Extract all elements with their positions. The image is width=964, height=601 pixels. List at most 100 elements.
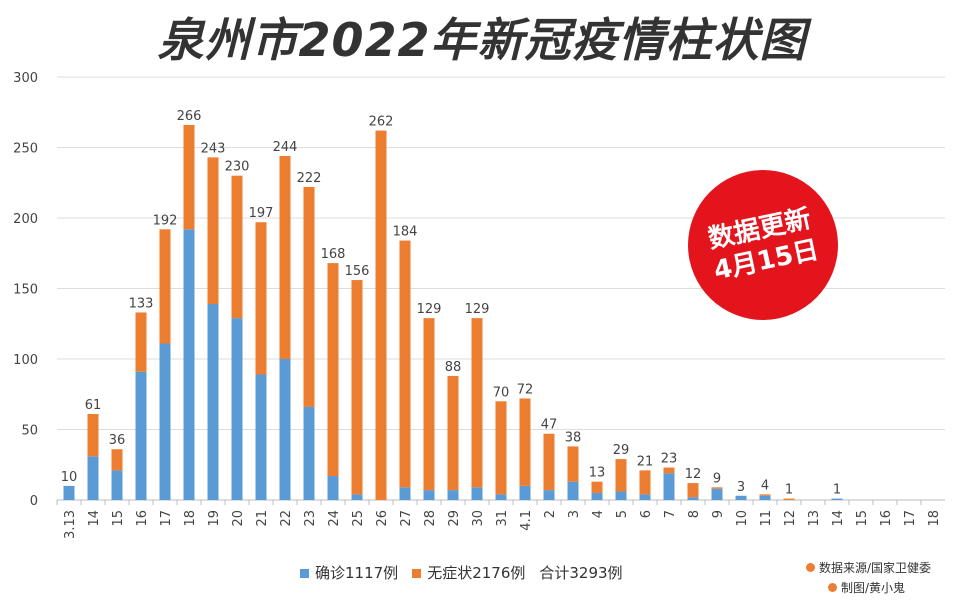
- x-tick-label: 26: [375, 510, 390, 527]
- bar-segment: [183, 229, 195, 500]
- bar-segment: [87, 413, 99, 457]
- credit-source: 数据来源/国家卫健委: [806, 558, 931, 578]
- y-tick-label: 200: [13, 212, 38, 227]
- data-label: 23: [661, 452, 678, 467]
- data-label: 36: [109, 433, 126, 448]
- x-tick-label: 14: [87, 510, 102, 527]
- x-tick-label: 24: [327, 510, 342, 527]
- bar-segment: [735, 495, 747, 500]
- bar-segment: [639, 470, 651, 495]
- bar-segment: [135, 371, 147, 500]
- legend-swatch: [412, 569, 422, 578]
- data-label: 262: [369, 115, 394, 130]
- data-label: 21: [637, 454, 654, 469]
- bar-segment: [639, 494, 651, 500]
- legend: 确诊1117例 无症状2176例 合计3293例: [300, 562, 623, 583]
- legend-item-asymptomatic: 无症状2176例: [412, 562, 525, 583]
- bar-segment: [303, 186, 315, 407]
- y-tick-label: 100: [13, 353, 38, 368]
- y-tick-label: 0: [30, 494, 38, 509]
- data-label: 13: [589, 466, 606, 481]
- x-tick-label: 23: [303, 510, 318, 527]
- bar-segment: [399, 487, 411, 500]
- x-tick-label: 8: [687, 510, 702, 518]
- x-tick-label: 15: [855, 510, 870, 527]
- x-tick-label: 22: [279, 510, 294, 527]
- x-tick-label: 20: [231, 510, 246, 527]
- legend-swatch: [300, 569, 309, 578]
- legend-label: 无症状2176例: [427, 564, 526, 582]
- data-label: 244: [273, 140, 298, 155]
- x-tick-label: 30: [471, 510, 486, 527]
- bar-segment: [111, 449, 123, 471]
- bar-segment: [183, 124, 195, 230]
- data-label: 10: [61, 470, 78, 485]
- bar-segment: [255, 374, 267, 500]
- data-label: 38: [565, 430, 582, 445]
- legend-label: 确诊1117例: [315, 564, 399, 582]
- bar-segment: [111, 470, 123, 500]
- credit-text: 数据来源/国家卫健委: [819, 561, 932, 575]
- dot-icon: [828, 583, 837, 592]
- x-tick-label: 3: [567, 510, 582, 518]
- data-label: 222: [297, 171, 322, 186]
- bar-segment: [207, 157, 219, 305]
- bar-segment: [447, 375, 459, 491]
- bar-segment: [567, 481, 579, 500]
- bar-segment: [615, 459, 627, 492]
- bar-segment: [519, 398, 531, 486]
- credit-author: 制图/黄小鬼: [806, 578, 931, 598]
- data-label: 72: [517, 382, 534, 397]
- bar-segment: [423, 490, 435, 500]
- bar-segment: [543, 490, 555, 500]
- bar-segment: [159, 229, 171, 344]
- x-tick-label: 18: [927, 510, 942, 527]
- bar-segment: [615, 491, 627, 500]
- bar-segment: [327, 476, 339, 500]
- bar-segment: [591, 481, 603, 493]
- data-label: 184: [393, 225, 418, 240]
- bar-segment: [495, 494, 507, 500]
- credits: 数据来源/国家卫健委 制图/黄小鬼: [806, 558, 931, 598]
- data-label: 70: [493, 385, 510, 400]
- x-tick-label: 16: [879, 510, 894, 527]
- x-tick-label: 2: [543, 510, 558, 518]
- bar-segment: [543, 433, 555, 491]
- bar-segment: [351, 494, 363, 500]
- bar-segment: [759, 495, 771, 500]
- bar-segment: [279, 155, 291, 359]
- bar-segment: [231, 318, 243, 500]
- data-label: 1: [785, 483, 793, 498]
- x-tick-label: 7: [663, 510, 678, 518]
- data-label: 29: [613, 443, 630, 458]
- bar-segment: [159, 343, 171, 500]
- bar-segment: [711, 487, 723, 489]
- bar-segment: [423, 318, 435, 491]
- x-tick-label: 5: [615, 510, 630, 518]
- bar-segment: [327, 263, 339, 477]
- legend-total: 合计3293例: [539, 564, 623, 582]
- data-label: 156: [345, 264, 370, 279]
- data-label: 1: [833, 483, 841, 498]
- bar-segment: [711, 488, 723, 500]
- x-tick-label: 13: [807, 510, 822, 527]
- x-tick-label: 17: [903, 510, 918, 527]
- data-label: 197: [249, 206, 274, 221]
- y-tick-label: 150: [13, 283, 38, 298]
- bar-segment: [687, 497, 699, 500]
- bar-segment: [63, 485, 75, 500]
- x-tick-label: 16: [135, 510, 150, 527]
- data-label: 168: [321, 247, 346, 262]
- legend-item-confirmed: 确诊1117例: [300, 562, 398, 583]
- data-label: 129: [465, 302, 490, 317]
- x-tick-label: 28: [423, 510, 438, 527]
- x-tick-label: 11: [759, 510, 774, 527]
- data-label: 61: [85, 398, 102, 413]
- bar-segment: [447, 490, 459, 500]
- x-tick-label: 29: [447, 510, 462, 527]
- bar-segment: [399, 240, 411, 488]
- data-label: 88: [445, 360, 462, 375]
- x-tick-label: 3.13: [63, 510, 78, 539]
- data-label: 129: [417, 302, 442, 317]
